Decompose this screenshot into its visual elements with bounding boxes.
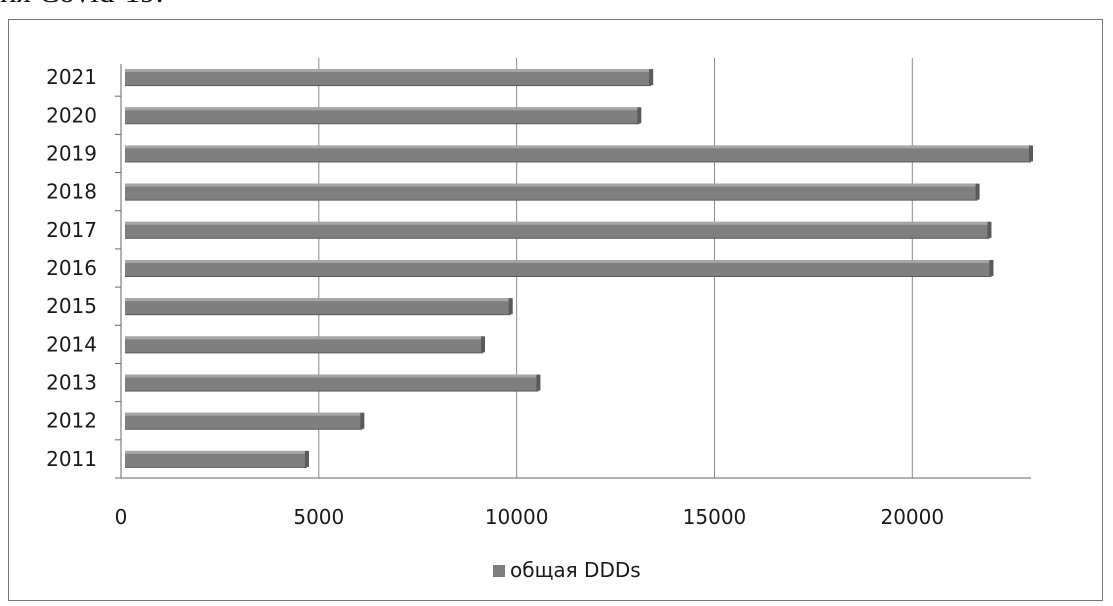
bar-2012 [125, 412, 363, 429]
bar-2014 [125, 336, 484, 353]
y-tick-label: 2011 [46, 447, 97, 471]
x-tick-label: 5000 [293, 505, 344, 529]
bar-highlight [125, 260, 992, 263]
y-tick-label: 2021 [46, 65, 97, 89]
bar-end-cap [637, 107, 642, 124]
y-tick-label: 2014 [46, 332, 97, 356]
bar-highlight [125, 107, 640, 111]
bar-highlight [125, 336, 484, 340]
bars [125, 69, 1033, 468]
bar-end-cap [989, 260, 994, 276]
bar-end-cap [987, 221, 992, 238]
bar-highlight [125, 412, 363, 416]
bar-highlight [125, 450, 307, 454]
y-tick-label: 2015 [46, 294, 97, 318]
bar-end-cap [508, 298, 513, 315]
y-tick-label: 2012 [46, 409, 97, 433]
x-tick-labels: 0 5000 10000 15000 20000 [115, 505, 944, 529]
bar-2021 [125, 69, 652, 86]
y-tick-label: 2016 [46, 256, 97, 280]
legend: общая DDDs [493, 558, 641, 582]
bar-end-cap [360, 412, 365, 429]
y-tick-label: 2013 [46, 371, 97, 395]
bar-2020 [125, 107, 640, 124]
bar-end-cap [481, 336, 486, 353]
bar-end-cap [1029, 145, 1033, 162]
bar-2017 [125, 221, 990, 238]
bar-highlight [125, 183, 978, 187]
chart-frame [8, 19, 1103, 601]
bar-highlight [125, 374, 539, 378]
x-tick-label: 0 [115, 505, 128, 529]
bar-2019 [125, 145, 1031, 162]
bar-end-cap [536, 374, 541, 391]
y-tick-label: 2018 [46, 180, 97, 204]
y-tick-labels: 2011 2012 2013 2014 2015 2016 2017 2018 2019 2020… [46, 65, 97, 471]
bar-highlight [125, 298, 511, 302]
bar-2016 [125, 260, 992, 276]
bar-end-cap [649, 69, 654, 86]
x-tick-label: 20000 [880, 505, 944, 529]
legend-swatch [493, 565, 505, 577]
page-text-fragment: ия Covid-19. [0, 0, 163, 10]
y-tick-label: 2020 [46, 103, 97, 127]
bar-end-cap [304, 450, 309, 467]
x-tick-label: 10000 [485, 505, 549, 529]
bar-end-cap [975, 183, 980, 200]
bar-highlight [125, 69, 652, 73]
bar-highlight [125, 221, 990, 225]
bar-highlight [125, 145, 1031, 149]
bar-2015 [125, 298, 511, 315]
bar-2011 [125, 450, 307, 467]
bar-2018 [125, 183, 978, 200]
x-tick-label: 15000 [683, 505, 747, 529]
y-tick-label: 2019 [46, 141, 97, 165]
bar-2013 [125, 374, 539, 391]
y-tick-label: 2017 [46, 218, 97, 242]
legend-label: общая DDDs [510, 558, 641, 582]
